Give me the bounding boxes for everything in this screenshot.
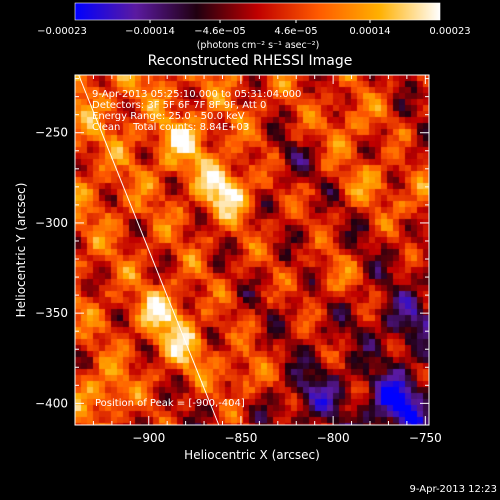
annotation-energy-range: Energy Range: 25.0 - 50.0 keV — [92, 111, 245, 122]
annotation-time-range: 9-Apr-2013 05:25:10.000 to 05:31:04.000 — [92, 89, 302, 100]
y-tick-label: −400 — [35, 396, 68, 410]
y-tick-label: −300 — [35, 216, 68, 230]
x-tick-label: −900 — [132, 431, 165, 445]
colorbar-tick-label: 0.00014 — [349, 26, 390, 37]
colorbar: −0.00023 −0.00014 −4.6e−05 4.6e−05 0.000… — [37, 2, 471, 51]
colorbar-tick-label: −4.6e−05 — [194, 26, 246, 37]
x-axis-label: Heliocentric X (arcsec) — [184, 448, 320, 462]
annotation-clean-counts: Clean Total counts: 8.84E+03 — [92, 122, 250, 133]
x-tick-label: −750 — [409, 431, 442, 445]
x-tick-label: −800 — [317, 431, 350, 445]
plot-frame — [74, 74, 430, 426]
colorbar-tick-label: −0.00014 — [125, 26, 175, 37]
colorbar-gradient — [75, 3, 440, 20]
annotation-detectors: Detectors: 3F 5F 6F 7F 8F 9F, Att 0 — [92, 100, 267, 111]
heatmap-image — [75, 75, 429, 425]
colorbar-tick-label: −0.00023 — [37, 26, 87, 37]
solar-limb-line — [78, 74, 220, 426]
y-tick-label: −250 — [35, 126, 68, 140]
colorbar-border — [74, 2, 441, 21]
footer-timestamp: 9-Apr-2013 12:23 — [409, 484, 497, 495]
x-axis-ticks: −900 −850 −800 −750 — [92, 75, 442, 445]
colorbar-tick-label: 4.6e−05 — [274, 26, 317, 37]
x-tick-label: −850 — [224, 431, 257, 445]
y-tick-label: −350 — [35, 306, 68, 320]
colorbar-tick-label: 0.00023 — [429, 26, 470, 37]
annotation-peak-position: Position of Peak = [-900,-404] — [95, 398, 245, 409]
y-axis-ticks: −250 −300 −350 −400 — [35, 78, 429, 410]
chart-title: Reconstructed RHESSI Image — [147, 53, 353, 69]
y-axis-label: Heliocentric Y (arcsec) — [14, 183, 28, 318]
colorbar-unit-label: (photons cm⁻² s⁻¹ asec⁻²) — [197, 40, 320, 51]
